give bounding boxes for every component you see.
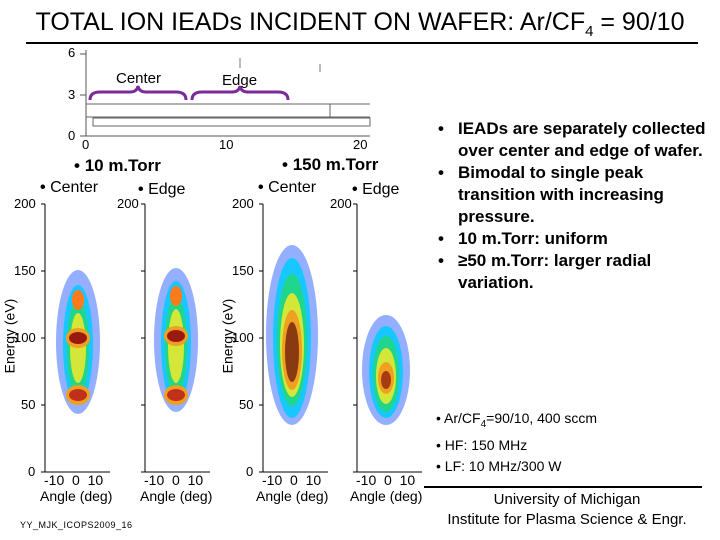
- left-center-label: • Center: [40, 179, 99, 196]
- ytick-0-a: 0: [28, 464, 36, 479]
- footer-rule: [424, 486, 702, 488]
- title-rule: [26, 42, 698, 44]
- right-pressure-label: • 150 m.Torr: [282, 155, 379, 174]
- schematic-label-edge: Edge: [222, 72, 258, 89]
- ylabel-left: Energy (eV): [1, 298, 18, 374]
- xlabel-panel-4: Angle (deg): [350, 488, 423, 504]
- condition-gas: • Ar/CF4=90/10, 400 sccm: [436, 410, 598, 430]
- ytick-200-c: 200: [232, 196, 254, 211]
- right-edge-label: • Edge: [352, 181, 400, 198]
- university-credit: University of Michigan Institute for Pla…: [447, 491, 687, 528]
- left-pressure-label: • 10 m.Torr: [74, 156, 161, 175]
- condition-hf: • HF: 150 MHz: [436, 436, 528, 453]
- xlabel-panel-2: Angle (deg): [140, 488, 213, 504]
- ytick-100-c: 100: [232, 330, 254, 345]
- schematic-ytick-6: 6: [68, 45, 76, 60]
- ytick-50-c: 50: [239, 397, 254, 412]
- ytick-150-c: 150: [232, 263, 254, 278]
- schematic-xtick-10: 10: [219, 137, 234, 152]
- slide-reference: YY_MJK_ICOPS2009_16: [20, 520, 133, 530]
- schematic-xtick-0: 0: [82, 137, 90, 152]
- schematic-xtick-20: 20: [353, 137, 368, 152]
- xticks-panel-1: -10 0 10: [44, 472, 104, 488]
- schematic-ytick-3: 3: [68, 87, 76, 102]
- right-center-label: • Center: [258, 179, 317, 196]
- xticks-panel-2: -10 0 10: [144, 472, 204, 488]
- ytick-50-a: 50: [21, 397, 36, 412]
- iead-panel-150mtorr-center: [259, 203, 328, 473]
- schematic-label-center: Center: [116, 70, 162, 87]
- ylabel-right: Energy (eV): [219, 298, 236, 374]
- ytick-150-a: 150: [14, 263, 36, 278]
- left-edge-label: • Edge: [138, 181, 186, 198]
- bullet-item: • 10 m.Torr: uniform: [438, 229, 608, 248]
- ytick-200-d: 200: [330, 196, 352, 211]
- xticks-panel-3: -10 0 10: [262, 472, 322, 488]
- summary-bullets: • IEADs are separately collected over cen…: [436, 118, 718, 294]
- xlabel-panel-1: Angle (deg): [40, 488, 113, 504]
- ytick-100-a: 100: [14, 330, 36, 345]
- condition-lf: • LF: 10 MHz/300 W: [436, 457, 562, 474]
- ytick-200-a: 200: [14, 196, 36, 211]
- bullet-item: • IEADs are separately collected over cen…: [438, 119, 706, 160]
- conditions-list: • Ar/CF4=90/10, 400 sccm • HF: 150 MHz •…: [436, 408, 597, 477]
- iead-panel-10mtorr-edge: [141, 203, 210, 473]
- schematic-ytick-0: 0: [68, 128, 76, 143]
- page-title: TOTAL ION IEADs INCIDENT ON WAFER: Ar/CF…: [35, 8, 685, 40]
- iead-panel-150mtorr-edge: [353, 203, 422, 473]
- iead-panel-10mtorr-center: [41, 203, 110, 473]
- xlabel-panel-3: Angle (deg): [256, 488, 329, 504]
- ytick-200-b: 200: [117, 196, 139, 211]
- bullet-item: • Bimodal to single peak transition with …: [438, 163, 664, 226]
- bullet-item: • ≥50 m.Torr: larger radial variation.: [438, 251, 652, 292]
- ytick-0-c: 0: [246, 464, 254, 479]
- xticks-panel-4: -10 0 10: [356, 472, 416, 488]
